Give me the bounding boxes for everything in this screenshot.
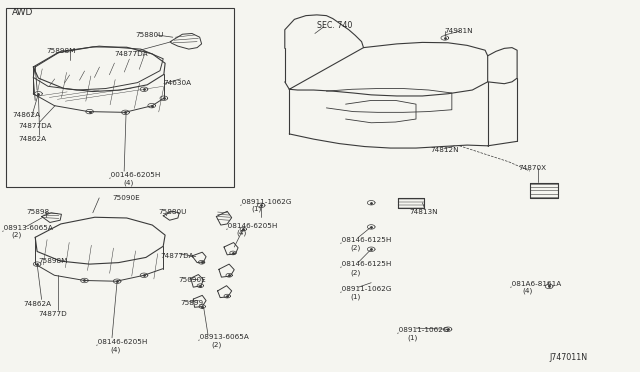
Text: 74877D: 74877D — [38, 311, 67, 317]
Text: 75898M: 75898M — [38, 258, 68, 264]
Text: 75090E: 75090E — [178, 277, 205, 283]
Text: (4): (4) — [237, 230, 247, 236]
Text: 74812N: 74812N — [430, 147, 459, 153]
Text: (4): (4) — [522, 288, 532, 294]
Text: ¸08146-6205H: ¸08146-6205H — [225, 222, 278, 229]
Text: ¸08911-1062G: ¸08911-1062G — [339, 285, 393, 292]
Text: 75899: 75899 — [180, 300, 204, 306]
Text: (1): (1) — [252, 206, 262, 212]
Text: ¸08911-1062G: ¸08911-1062G — [239, 198, 293, 205]
Text: 74862A: 74862A — [23, 301, 51, 307]
Text: 74630A: 74630A — [163, 80, 191, 86]
Text: ¸081A6-8161A: ¸081A6-8161A — [509, 280, 563, 287]
Text: 74813N: 74813N — [410, 209, 438, 215]
Text: (2): (2) — [351, 269, 361, 276]
Text: (4): (4) — [110, 346, 120, 353]
Text: ¸00146-6205H: ¸00146-6205H — [108, 171, 161, 178]
Text: (1): (1) — [351, 294, 361, 300]
Text: 75880U: 75880U — [136, 32, 164, 38]
Text: (2): (2) — [12, 232, 22, 238]
Text: 74862A: 74862A — [13, 112, 41, 118]
Text: 75898: 75898 — [27, 209, 50, 215]
Text: SEC. 740: SEC. 740 — [317, 21, 352, 30]
Text: (4): (4) — [123, 179, 133, 186]
Text: 74981N: 74981N — [445, 28, 474, 34]
Text: (2): (2) — [211, 342, 221, 349]
Text: ¸08913-6065A: ¸08913-6065A — [1, 224, 54, 231]
Text: ¸08913-6065A: ¸08913-6065A — [197, 334, 250, 340]
Text: ¸08146-6205H: ¸08146-6205H — [95, 338, 148, 345]
Text: (1): (1) — [407, 334, 417, 341]
Text: ¸08146-6125H: ¸08146-6125H — [339, 236, 392, 243]
Text: 75090E: 75090E — [112, 195, 140, 201]
Text: 74877DA: 74877DA — [18, 123, 52, 129]
Text: 74877DA: 74877DA — [114, 51, 148, 57]
Text: (2): (2) — [351, 244, 361, 251]
Text: 74870X: 74870X — [518, 165, 547, 171]
Text: AWD: AWD — [12, 8, 33, 17]
Text: 75898M: 75898M — [47, 48, 76, 54]
Text: 75880U: 75880U — [159, 209, 187, 215]
Text: ¸08911-1062G: ¸08911-1062G — [396, 326, 449, 333]
Text: 74862A: 74862A — [18, 136, 46, 142]
Text: J747011N: J747011N — [549, 353, 588, 362]
Text: 74877DA: 74877DA — [160, 253, 194, 259]
Text: ¸08146-6125H: ¸08146-6125H — [339, 261, 392, 267]
